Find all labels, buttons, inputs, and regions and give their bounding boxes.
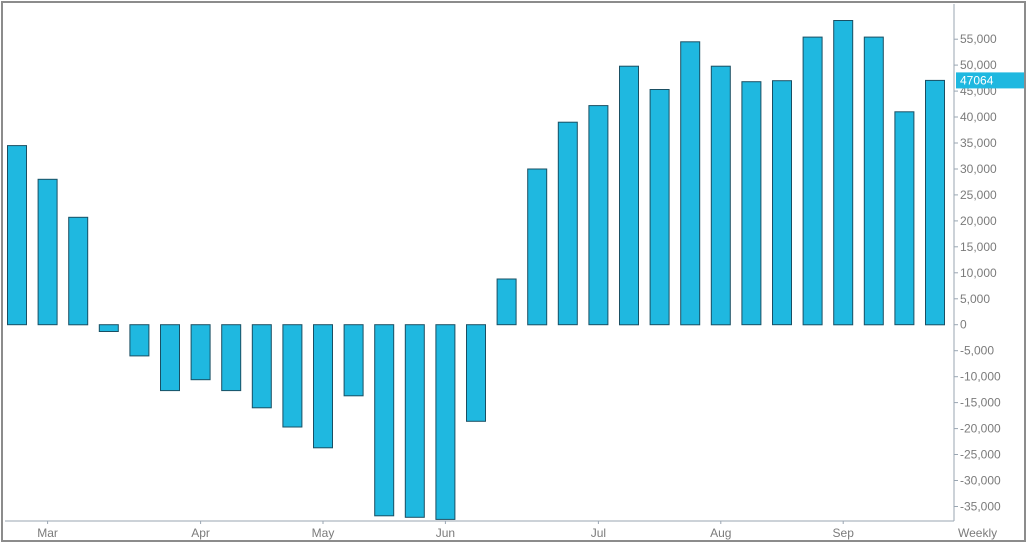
x-month-label: Apr bbox=[191, 526, 210, 540]
bar-17 bbox=[496, 278, 517, 326]
bar-chart: 55,00050,00045,00040,00035,00030,00025,0… bbox=[5, 4, 1024, 540]
y-tick-label: -25,000 bbox=[960, 448, 1001, 462]
last-value-label: 47064 bbox=[960, 73, 994, 87]
bar-12 bbox=[343, 324, 364, 397]
x-month-label: Sep bbox=[833, 526, 855, 540]
bar-27 bbox=[802, 36, 823, 326]
bar-29 bbox=[863, 36, 884, 326]
x-month-label: Aug bbox=[710, 526, 731, 540]
bar-9 bbox=[251, 324, 272, 409]
bar-16 bbox=[466, 324, 486, 422]
y-tick-label: 35,000 bbox=[960, 136, 997, 150]
bar-28 bbox=[833, 20, 854, 326]
bar-10 bbox=[282, 324, 303, 428]
y-tick-label: -35,000 bbox=[960, 500, 1001, 514]
x-month-label: Jul bbox=[591, 526, 606, 540]
y-tick-label: -20,000 bbox=[960, 422, 1001, 436]
period-label: Weekly bbox=[958, 526, 997, 540]
last-value-badge: 47064 bbox=[956, 72, 1024, 89]
bar-13 bbox=[374, 324, 395, 517]
bar-6 bbox=[160, 324, 180, 392]
bar-30 bbox=[894, 111, 915, 326]
y-tick-label: 55,000 bbox=[960, 32, 997, 46]
x-month-label: Jun bbox=[436, 526, 455, 540]
y-tick-label: -15,000 bbox=[960, 396, 1001, 410]
bar-20 bbox=[588, 105, 609, 326]
bar-31 bbox=[925, 79, 945, 326]
bar-23 bbox=[680, 41, 701, 326]
y-tick-label: 0 bbox=[960, 318, 967, 332]
bar-7 bbox=[190, 324, 211, 381]
last-value-badge-bg bbox=[956, 72, 1024, 89]
bar-24 bbox=[710, 65, 731, 326]
bar-15 bbox=[435, 324, 456, 520]
bar-18 bbox=[527, 168, 548, 326]
y-tick-label: 25,000 bbox=[960, 188, 997, 202]
y-tick-label: 20,000 bbox=[960, 214, 997, 228]
y-tick-label: 15,000 bbox=[960, 240, 997, 254]
y-tick-label: -10,000 bbox=[960, 370, 1001, 384]
bar-5 bbox=[129, 324, 150, 357]
bar-8 bbox=[221, 324, 242, 392]
bars-group bbox=[7, 20, 945, 520]
bar-1 bbox=[7, 145, 27, 326]
y-tick-label: 30,000 bbox=[960, 162, 997, 176]
bar-4 bbox=[98, 324, 119, 333]
bar-26 bbox=[772, 80, 792, 326]
bar-25 bbox=[741, 81, 762, 326]
x-axis-labels: Mar Apr May Jun Jul Aug Sep bbox=[37, 521, 854, 540]
x-month-label: Mar bbox=[37, 526, 58, 540]
bar-14 bbox=[404, 324, 425, 518]
y-tick-label: 50,000 bbox=[960, 58, 997, 72]
y-tick-label: -30,000 bbox=[960, 474, 1001, 488]
y-tick-label: 5,000 bbox=[960, 292, 990, 306]
y-tick-label: -5,000 bbox=[960, 344, 994, 358]
y-axis-ticks: 55,00050,00045,00040,00035,00030,00025,0… bbox=[954, 32, 1001, 514]
bar-2 bbox=[37, 178, 58, 326]
bar-21 bbox=[619, 65, 639, 326]
x-month-label: May bbox=[312, 526, 335, 540]
y-tick-label: 10,000 bbox=[960, 266, 997, 280]
bar-19 bbox=[557, 121, 578, 326]
bar-11 bbox=[313, 324, 333, 449]
bar-22 bbox=[649, 89, 670, 326]
bar-3 bbox=[68, 216, 89, 326]
y-tick-label: 40,000 bbox=[960, 110, 997, 124]
